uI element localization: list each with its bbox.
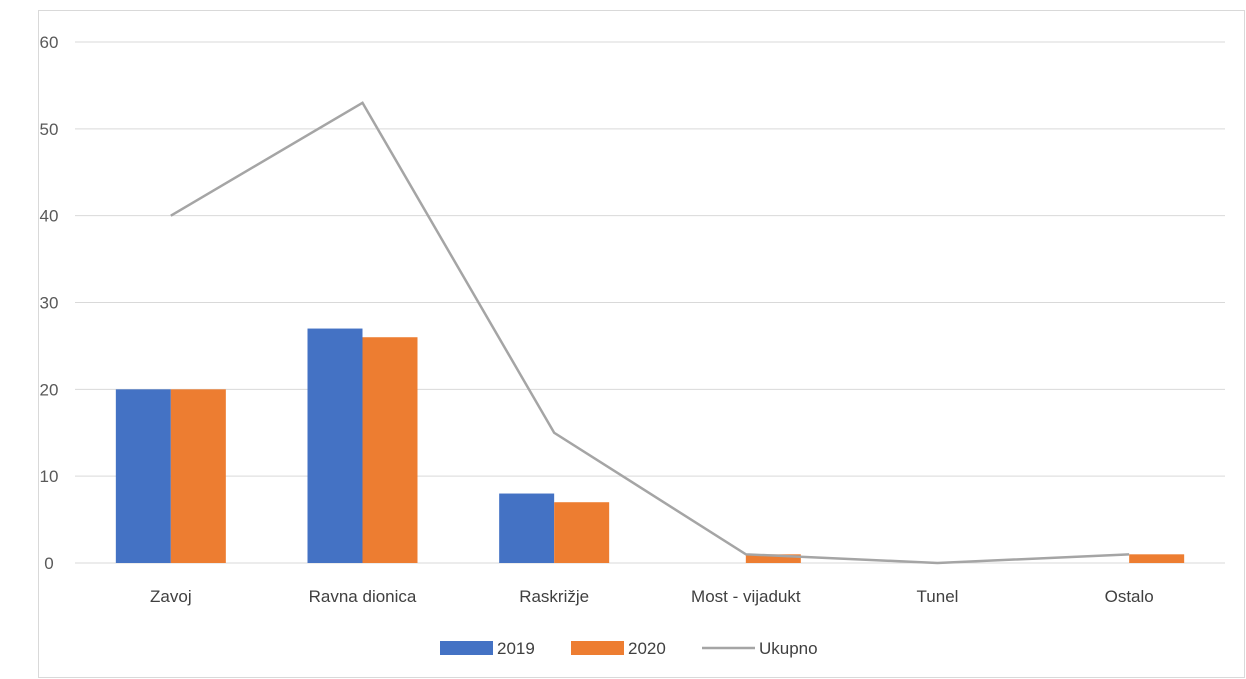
x-category-label: Ravna dionica [309,587,417,606]
y-tick-label: 10 [40,467,59,486]
line-series [170,101,1130,565]
y-tick-label: 40 [40,207,59,226]
legend-label: 2020 [628,639,666,658]
y-tick-label: 0 [44,554,53,573]
y-tick-label: 60 [40,33,59,52]
x-category-label: Ostalo [1105,587,1154,606]
bar-2020-zavoj [170,389,226,563]
x-category-label: Raskrižje [519,587,589,606]
bar-2020-ravna-dionica [362,337,418,563]
chart-frame: 0 10 20 30 40 50 60 Zavoj Ravna dionica Raskrižj… [38,10,1245,678]
line-ukupno [170,101,1130,565]
y-tick-label: 20 [40,380,59,399]
y-tick-label: 30 [40,294,59,313]
bar-2019-zavoj [115,389,171,563]
legend-label: 2019 [497,639,535,658]
combo-chart: 0 10 20 30 40 50 60 Zavoj Ravna dionica Raskrižj… [40,33,1225,658]
bar-2019-raskri-je [499,493,555,563]
x-axis-categories: Zavoj Ravna dionica Raskrižje Most - vijadu… [150,587,1154,606]
y-tick-label: 50 [40,120,59,139]
y-axis-ticks: 0 10 20 30 40 50 60 [40,33,59,573]
legend-label: Ukupno [759,639,818,658]
bar-2019-ravna-dionica [307,328,363,563]
legend: 2019 2020 Ukupno [440,639,818,658]
bars [115,328,1185,563]
bar-2020-raskri-je [554,502,610,563]
legend-item-2020: 2020 [571,639,666,658]
legend-item-2019: 2019 [440,639,535,658]
x-category-label: Most - vijadukt [691,587,801,606]
x-category-label: Zavoj [150,587,192,606]
bar-2020-ostalo [1129,554,1185,563]
bar-2020-most-vijadukt [745,554,801,563]
legend-swatch [440,641,493,655]
legend-item-ukupno: Ukupno [702,639,818,658]
legend-swatch [571,641,624,655]
x-category-label: Tunel [917,587,959,606]
gridlines [75,41,1225,564]
